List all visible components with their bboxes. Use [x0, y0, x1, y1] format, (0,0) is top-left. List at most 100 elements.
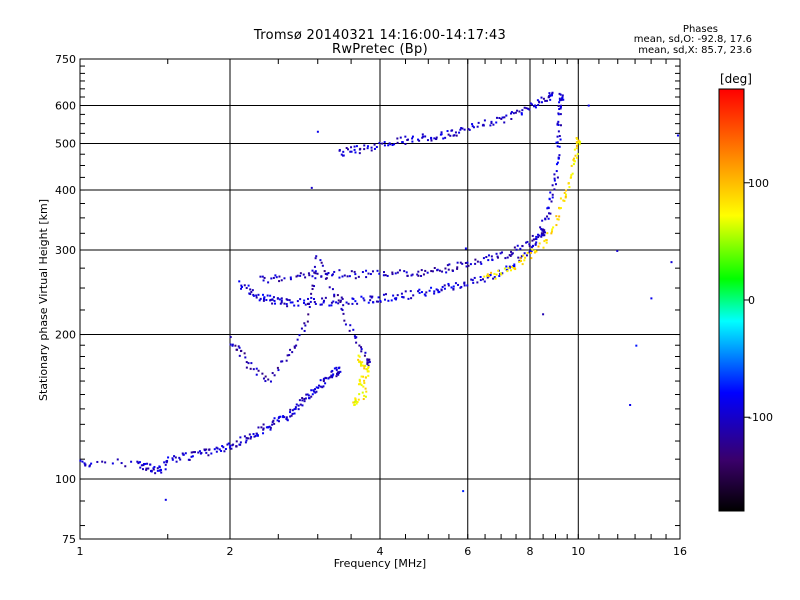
data-point	[317, 386, 320, 389]
data-point	[328, 376, 331, 379]
data-point	[550, 230, 553, 233]
data-point	[549, 98, 552, 101]
data-point	[526, 240, 529, 243]
data-point	[449, 134, 452, 137]
data-point	[473, 276, 476, 279]
data-point	[371, 295, 374, 298]
data-point	[255, 432, 258, 435]
data-point	[378, 141, 381, 144]
data-point	[579, 140, 582, 143]
data-point	[240, 287, 243, 290]
data-point	[476, 281, 479, 284]
data-point	[313, 271, 316, 274]
data-point	[363, 365, 366, 368]
data-point	[336, 294, 339, 297]
data-point	[197, 451, 200, 454]
data-point	[338, 276, 341, 279]
data-point	[456, 261, 459, 264]
data-point	[537, 236, 540, 239]
data-point	[386, 274, 389, 277]
data-point	[259, 297, 262, 300]
data-point	[474, 262, 477, 265]
data-point	[205, 451, 208, 454]
data-point	[346, 148, 349, 151]
data-point	[345, 301, 348, 304]
data-point	[497, 269, 500, 272]
data-point	[140, 464, 143, 467]
data-point	[463, 284, 466, 287]
data-point	[285, 303, 288, 306]
data-point	[540, 96, 543, 99]
data-point	[555, 141, 558, 144]
data-point	[354, 400, 357, 403]
data-point	[154, 472, 157, 475]
data-point	[365, 276, 368, 279]
data-point	[349, 150, 352, 153]
data-point	[326, 273, 329, 276]
data-point	[224, 448, 227, 451]
data-point	[512, 267, 515, 270]
data-point	[283, 277, 286, 280]
data-point	[285, 359, 288, 362]
data-point	[530, 250, 533, 253]
data-point	[396, 294, 399, 297]
data-point	[262, 293, 265, 296]
data-point	[331, 273, 334, 276]
data-point	[510, 253, 513, 256]
data-point	[207, 454, 210, 457]
data-point	[513, 246, 516, 249]
data-point	[354, 273, 357, 276]
data-point	[175, 460, 178, 463]
data-point	[402, 296, 405, 299]
data-point	[320, 303, 323, 306]
data-point	[310, 186, 313, 189]
data-point	[545, 241, 548, 244]
data-point	[301, 397, 304, 400]
data-point	[273, 422, 276, 425]
data-point	[510, 111, 513, 114]
data-point	[360, 348, 363, 351]
data-point	[348, 275, 351, 278]
data-point	[295, 344, 298, 347]
data-point	[562, 98, 565, 101]
data-point	[526, 251, 529, 254]
data-point	[540, 235, 543, 238]
data-point	[343, 319, 346, 322]
data-point	[501, 116, 504, 119]
data-point	[203, 448, 206, 451]
data-point	[448, 263, 451, 266]
data-point	[361, 364, 364, 367]
data-point	[357, 398, 360, 401]
data-point	[464, 261, 467, 264]
data-point	[568, 186, 571, 189]
data-point	[577, 139, 580, 142]
data-point	[333, 295, 336, 298]
data-point	[557, 218, 560, 221]
data-point	[424, 135, 427, 138]
data-point	[385, 293, 388, 296]
data-point	[421, 133, 424, 136]
data-point	[359, 382, 362, 385]
data-point	[556, 122, 559, 125]
data-point	[271, 302, 274, 305]
stats-title: Phases	[682, 24, 718, 35]
data-point	[308, 274, 311, 277]
data-point	[220, 449, 223, 452]
data-point	[357, 275, 360, 278]
data-point	[521, 245, 524, 248]
data-point	[463, 282, 466, 285]
data-point	[274, 274, 277, 277]
data-point	[506, 270, 509, 273]
data-point	[375, 146, 378, 149]
data-point	[279, 302, 282, 305]
data-point	[293, 345, 296, 348]
data-point	[261, 275, 264, 278]
data-point	[229, 336, 232, 339]
data-point	[356, 302, 359, 305]
data-point	[435, 136, 438, 139]
data-point	[253, 435, 256, 438]
data-point	[495, 273, 498, 276]
data-point	[249, 437, 252, 440]
data-point	[311, 269, 314, 272]
data-point	[472, 126, 475, 129]
